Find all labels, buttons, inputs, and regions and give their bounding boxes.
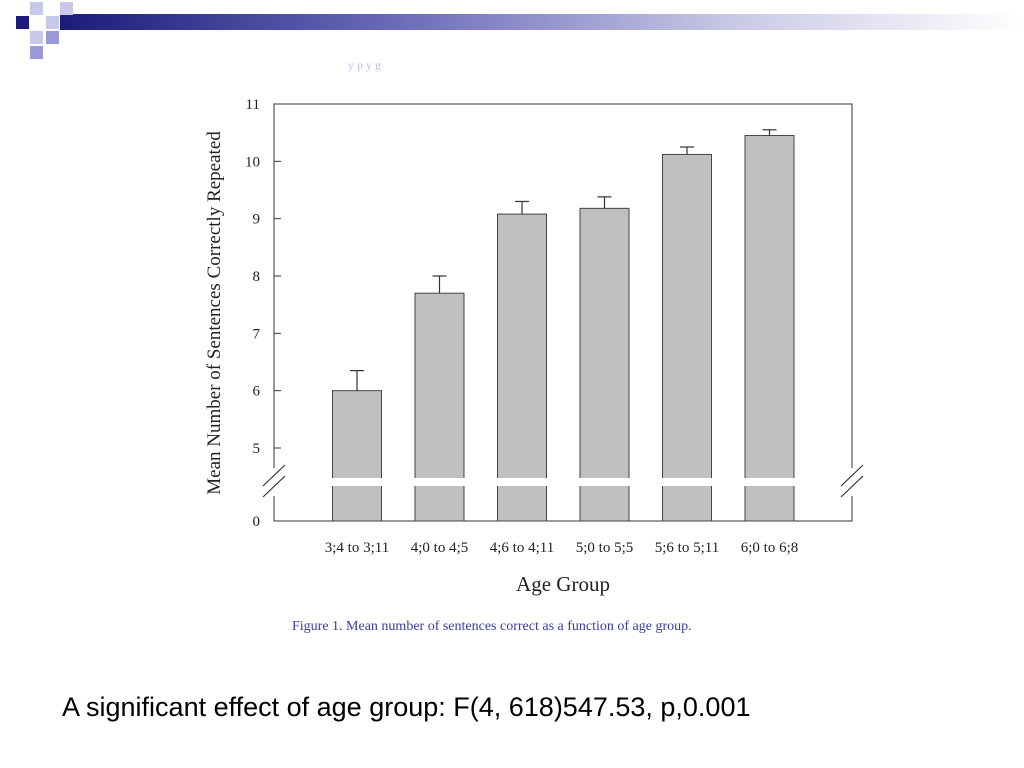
x-tick-label: 4;0 to 4;5	[411, 540, 469, 556]
y-tick-label: 10	[245, 154, 260, 170]
axis-break-mark	[840, 475, 864, 498]
deco-square-light	[30, 2, 43, 15]
y-axis-title: Mean Number of Sentences Correctly Repea…	[204, 131, 225, 495]
bar-chart: 0 5 6 7 8 9 10 11 3;4 to 3;11 4;0 to 4;5 4;6 to 4;…	[204, 97, 864, 596]
header-gradient-band	[60, 14, 1024, 30]
deco-square-mid	[46, 31, 59, 44]
axis-break-mask	[271, 468, 277, 496]
x-tick-label: 4;6 to 4;11	[490, 540, 554, 556]
y-tick-label: 5	[253, 441, 261, 457]
x-tick-label: 5;0 to 5;5	[576, 540, 634, 556]
y-tick-label: 6	[253, 384, 261, 400]
axis-break-gap	[414, 478, 465, 486]
statistics-footnote: A significant effect of age group: F(4, …	[62, 692, 751, 722]
bar	[414, 292, 465, 522]
axis-break-gap	[744, 478, 795, 486]
x-axis-title: Age Group	[516, 572, 610, 596]
axis-break-gap	[661, 478, 713, 486]
y-tick-label: 7	[253, 326, 261, 342]
bar	[744, 135, 795, 522]
deco-square-light	[30, 31, 43, 44]
deco-square-light	[46, 16, 59, 29]
deco-square-mid	[30, 46, 43, 59]
y-tick-label: 9	[253, 212, 261, 228]
x-tick-label: 3;4 to 3;11	[325, 540, 389, 556]
axis-break-gap	[331, 478, 383, 486]
bar	[332, 390, 382, 522]
axis-break-mark	[262, 464, 286, 487]
axis-break-gap	[496, 478, 548, 486]
plot-frame	[273, 103, 853, 522]
x-tick-label: 5;6 to 5;11	[655, 540, 719, 556]
faint-heading-text: y p y g	[348, 58, 381, 72]
axis-break-mark	[840, 464, 864, 487]
bar	[497, 213, 547, 522]
axis-break-gap	[579, 478, 630, 486]
bar	[662, 153, 712, 522]
y-tick-label: 11	[246, 97, 260, 113]
y-tick-label: 8	[253, 269, 261, 285]
deco-square-light	[60, 2, 73, 15]
x-tick-label: 6;0 to 6;8	[741, 540, 799, 556]
y-tick-label: 0	[253, 514, 261, 530]
figure-caption: Figure 1. Mean number of sentences corre…	[292, 619, 692, 634]
deco-square-navy	[16, 16, 29, 29]
slide-corner-decoration	[16, 2, 1024, 59]
bar	[579, 207, 630, 522]
axis-break-mask	[849, 468, 855, 496]
axis-break-mark	[262, 475, 286, 498]
